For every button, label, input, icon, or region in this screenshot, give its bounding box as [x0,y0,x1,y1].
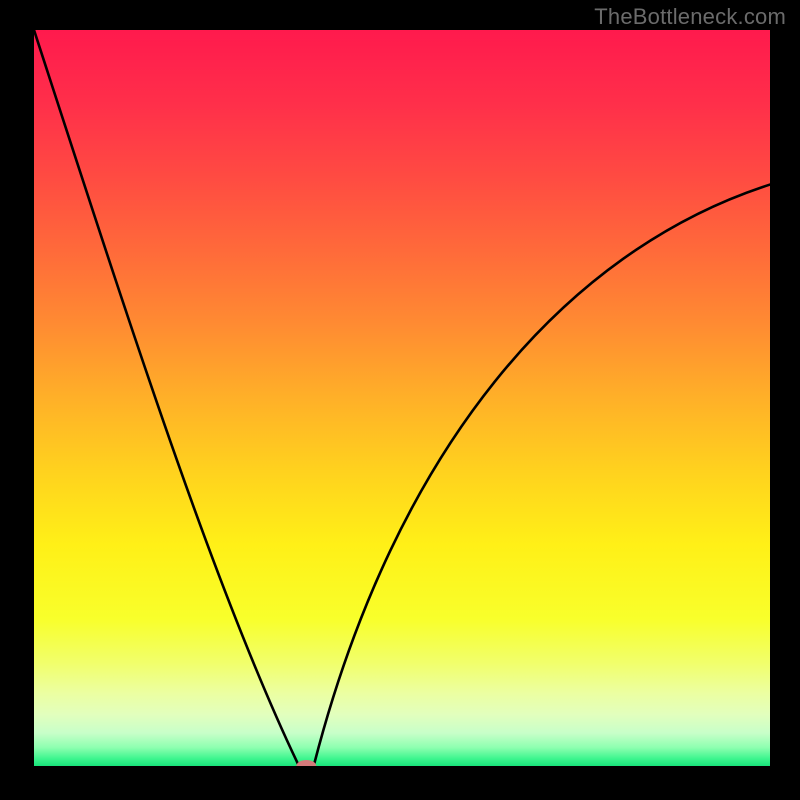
plot-area [34,30,770,766]
chart-svg [0,0,800,800]
stage: TheBottleneck.com [0,0,800,800]
watermark-text: TheBottleneck.com [594,4,786,30]
